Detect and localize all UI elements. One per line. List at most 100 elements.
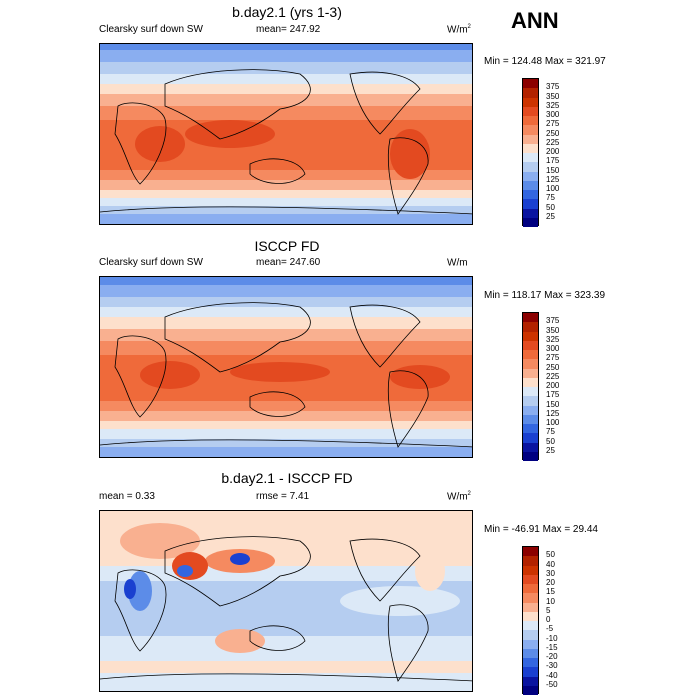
colorbar-label: 200 (546, 147, 560, 156)
colorbar-label: 75 (546, 427, 555, 437)
panel2-units: W/m (447, 257, 468, 269)
colorbar-swatch (523, 584, 538, 594)
colorbar-label: 150 (546, 399, 560, 409)
colorbar-swatch (523, 340, 538, 350)
colorbar-label: 375 (546, 316, 560, 326)
colorbar-label: -30 (546, 661, 558, 671)
panel3-title: b.day2.1 - ISCCP FD (221, 470, 353, 486)
colorbar-swatch (523, 377, 538, 387)
colorbar-label: 375 (546, 82, 560, 92)
colorbar-label: 225 (546, 137, 560, 147)
colorbar-label: 10 (546, 596, 555, 606)
colorbar-label: 40 (546, 559, 555, 569)
panel1-variable: Clearsky surf down SW (99, 24, 203, 35)
colorbar-label: 300 (546, 344, 560, 353)
colorbar-label: 350 (546, 91, 560, 101)
colorbar-swatch (523, 153, 538, 163)
colorbar-swatch (523, 313, 538, 323)
colorbar-label: 200 (546, 381, 560, 390)
colorbar-swatch (523, 79, 538, 89)
colorbar-label: -40 (546, 670, 558, 680)
colorbar-label: 50 (546, 436, 555, 446)
panel1-title: b.day2.1 (yrs 1-3) (232, 4, 342, 20)
colorbar-label: 225 (546, 371, 560, 381)
colorbar-label: 125 (546, 408, 560, 418)
colorbar-label: -20 (546, 652, 558, 661)
colorbar-label: -50 (546, 679, 558, 689)
colorbar-label: -10 (546, 633, 558, 643)
colorbar-swatch (523, 630, 538, 640)
colorbar-label: 250 (546, 128, 560, 138)
colorbar-swatch (523, 97, 538, 107)
colorbar-swatch (523, 396, 538, 406)
colorbar-swatch (523, 611, 538, 621)
panel1-minmax: Min = 124.48 Max = 321.97 (484, 56, 606, 67)
colorbar-swatch (523, 106, 538, 116)
colorbar-swatch (523, 547, 538, 557)
panel2-mean: mean= 247.60 (256, 257, 321, 268)
colorbar-swatch (523, 88, 538, 98)
colorbar-swatch (523, 414, 538, 424)
colorbar-swatch (523, 574, 538, 584)
colorbar-label: 30 (546, 568, 555, 578)
colorbar-swatch (523, 685, 538, 695)
colorbar-swatch (523, 359, 538, 369)
panel3-map (99, 510, 473, 692)
panel3-rmse: rmse = 7.41 (256, 491, 310, 502)
colorbar-label: 250 (546, 362, 560, 372)
colorbar-swatch (523, 368, 538, 378)
colorbar-swatch (523, 171, 538, 181)
colorbar-swatch (523, 424, 538, 434)
colorbar-swatch (523, 217, 538, 227)
panel1-colorbar (522, 78, 539, 227)
colorbar-label: 175 (546, 156, 560, 166)
colorbar-swatch (523, 180, 538, 190)
colorbar-label: 50 (546, 202, 555, 212)
panel2-title: ISCCP FD (254, 238, 320, 254)
panel3-colorbar (522, 546, 539, 695)
colorbar-label: 75 (546, 193, 555, 203)
colorbar-label: 300 (546, 110, 560, 119)
colorbar-swatch (523, 565, 538, 575)
colorbar-label: 25 (546, 445, 555, 455)
colorbar-label: 50 (546, 550, 555, 560)
colorbar-swatch (523, 199, 538, 209)
panel2-colorbar (522, 312, 539, 461)
panel2-minmax: Min = 118.17 Max = 323.39 (484, 290, 606, 301)
colorbar-swatch (523, 134, 538, 144)
panel3-mean: mean = 0.33 (99, 491, 155, 502)
colorbar-label: 350 (546, 325, 560, 335)
colorbar-label: 25 (546, 211, 555, 221)
colorbar-swatch (523, 433, 538, 443)
season-label: ANN (511, 8, 559, 33)
colorbar-swatch (523, 405, 538, 415)
colorbar-label: -15 (546, 642, 558, 652)
colorbar-swatch (523, 556, 538, 566)
colorbar-swatch (523, 648, 538, 658)
colorbar-label: 325 (546, 100, 560, 110)
colorbar-label: 275 (546, 353, 560, 363)
colorbar-label: 100 (546, 184, 560, 193)
colorbar-label: 0 (546, 615, 551, 624)
colorbar-swatch (523, 676, 538, 686)
colorbar-swatch (523, 350, 538, 360)
panel2-map (99, 276, 473, 458)
colorbar-label: 125 (546, 174, 560, 184)
colorbar-swatch (523, 387, 538, 397)
panel1-mean: mean= 247.92 (256, 24, 321, 35)
colorbar-swatch (523, 331, 538, 341)
panel3-units: W/m2 (447, 491, 471, 503)
colorbar-swatch (523, 593, 538, 603)
panel1-units: W/m2 (447, 24, 471, 36)
colorbar-swatch (523, 667, 538, 677)
colorbar-swatch (523, 639, 538, 649)
colorbar-swatch (523, 190, 538, 200)
panel3-minmax: Min = -46.91 Max = 29.44 (484, 524, 598, 535)
colorbar-label: 325 (546, 334, 560, 344)
colorbar-swatch (523, 658, 538, 668)
colorbar-label: 275 (546, 119, 560, 129)
colorbar-swatch (523, 621, 538, 631)
colorbar-swatch (523, 116, 538, 126)
colorbar-swatch (523, 451, 538, 461)
panel1-map (99, 43, 473, 225)
